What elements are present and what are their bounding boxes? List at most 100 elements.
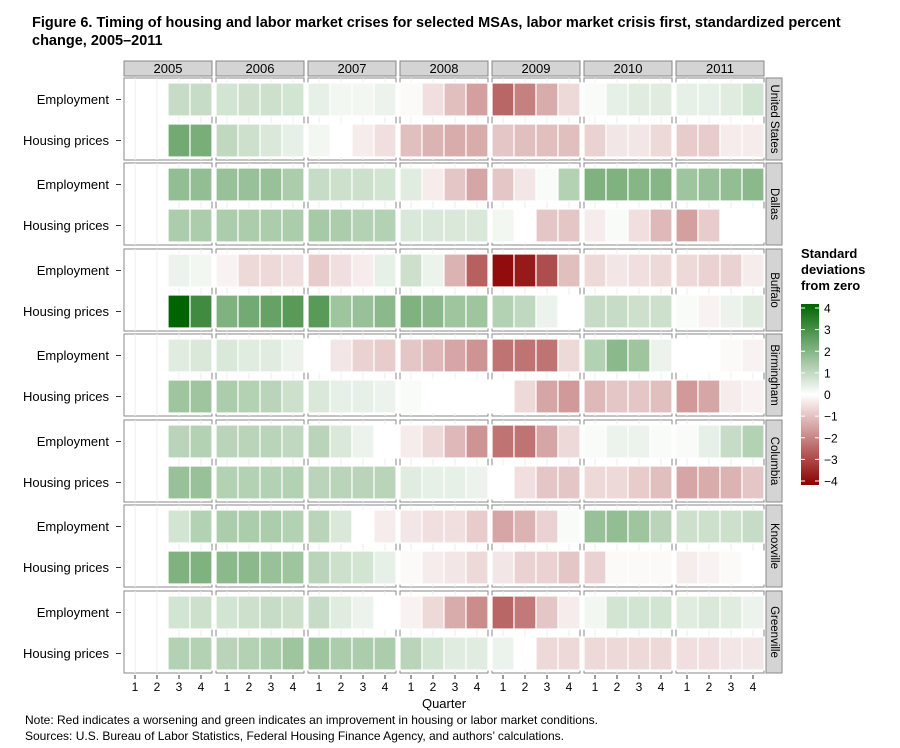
heatmap-cell [535, 338, 559, 373]
year-strip-label: 2009 [522, 61, 551, 76]
heatmap-cell [329, 294, 353, 329]
heatmap-cell [513, 636, 537, 671]
heatmap-cell [649, 424, 673, 459]
heatmap-cell [649, 338, 673, 373]
heatmap-cell [259, 465, 283, 500]
heatmap-cell [465, 253, 489, 288]
heatmap-cell [237, 465, 261, 500]
legend-colorbar [801, 304, 819, 485]
heatmap-cell [399, 509, 423, 544]
heatmap-cell [373, 253, 397, 288]
heatmap-cell [421, 338, 445, 373]
heatmap-cell [535, 636, 559, 671]
heatmap-cell [583, 465, 607, 500]
heatmap-cell [719, 379, 743, 414]
heatmap-cell [627, 338, 651, 373]
heatmap-cell [649, 253, 673, 288]
heatmap-cell [557, 253, 581, 288]
x-tick-label: 3 [544, 680, 551, 694]
heatmap-cell [237, 550, 261, 585]
heatmap-cell [373, 338, 397, 373]
msa-strip-label: Columbia [768, 437, 780, 486]
heatmap-cell [605, 167, 629, 202]
heatmap-cell [697, 550, 721, 585]
y-tick-label: Employment [37, 605, 110, 620]
heatmap-cell [583, 208, 607, 243]
heatmap-cell [443, 208, 467, 243]
heatmap-cell [351, 509, 375, 544]
heatmap-cell [649, 550, 673, 585]
heatmap-cell [513, 253, 537, 288]
heatmap-cell [741, 550, 765, 585]
heatmap-cell [373, 167, 397, 202]
heatmap-cell [215, 167, 239, 202]
x-tick-label: 2 [614, 680, 621, 694]
heatmap-cell [513, 595, 537, 630]
heatmap-cell [215, 208, 239, 243]
heatmap-cell [307, 123, 331, 158]
heatmap-cell [373, 379, 397, 414]
heatmap-cell [697, 208, 721, 243]
heatmap-cell [237, 509, 261, 544]
heatmap-cell [329, 82, 353, 117]
heatmap-cell [373, 509, 397, 544]
heatmap-cell [719, 167, 743, 202]
heatmap-cell [189, 595, 213, 630]
heatmap-cell [421, 636, 445, 671]
heatmap-cell [399, 294, 423, 329]
heatmap-cell [627, 82, 651, 117]
heatmap-cell [421, 550, 445, 585]
x-tick-label: 4 [566, 680, 573, 694]
year-strip-label: 2010 [614, 61, 643, 76]
heatmap-cell [307, 167, 331, 202]
heatmap-cell [307, 465, 331, 500]
heatmap-cell [167, 208, 191, 243]
heatmap-cell [605, 123, 629, 158]
heatmap-cell [557, 550, 581, 585]
heatmap-cell [465, 465, 489, 500]
heatmap-cell [741, 123, 765, 158]
heatmap-cell [443, 167, 467, 202]
heatmap-cell [719, 82, 743, 117]
heatmap-cell [697, 379, 721, 414]
heatmap-cell [649, 636, 673, 671]
heatmap-cell [741, 379, 765, 414]
heatmap-cell [237, 208, 261, 243]
heatmap-cell [215, 550, 239, 585]
heatmap-cell [351, 550, 375, 585]
msa-strip [765, 333, 783, 417]
heatmap-cell [421, 595, 445, 630]
heatmap-cell [697, 82, 721, 117]
heatmap-cell [491, 379, 515, 414]
msa-strip-label: United States [768, 84, 780, 153]
heatmap-cell [649, 465, 673, 500]
heatmap-cell [465, 509, 489, 544]
heatmap-cell [421, 208, 445, 243]
figure-notes: Note: Red indicates a worsening and gree… [25, 712, 598, 744]
heatmap-cell [373, 208, 397, 243]
x-tick-label: 2 [338, 680, 345, 694]
heatmap-cell [557, 465, 581, 500]
legend-title-line: deviations [801, 262, 865, 277]
y-tick-label: Housing prices [23, 560, 109, 575]
heatmap-cell [557, 82, 581, 117]
heatmap-cell [741, 253, 765, 288]
heatmap-cell [307, 550, 331, 585]
heatmap-cell [535, 82, 559, 117]
heatmap-cell [215, 82, 239, 117]
heatmap-cell [351, 424, 375, 459]
heatmap-cell [259, 379, 283, 414]
heatmap-cell [557, 595, 581, 630]
heatmap-cell [719, 123, 743, 158]
heatmap-cell [399, 208, 423, 243]
heatmap-cell [167, 338, 191, 373]
heatmap-cell [627, 379, 651, 414]
msa-strip-label: Birmingham [768, 344, 780, 405]
x-tick-label: 4 [382, 680, 389, 694]
heatmap-cell [583, 550, 607, 585]
heatmap-cell [605, 595, 629, 630]
heatmap-cell [557, 424, 581, 459]
heatmap-cell [627, 595, 651, 630]
heatmap-cell [281, 509, 305, 544]
heatmap-cell [465, 636, 489, 671]
